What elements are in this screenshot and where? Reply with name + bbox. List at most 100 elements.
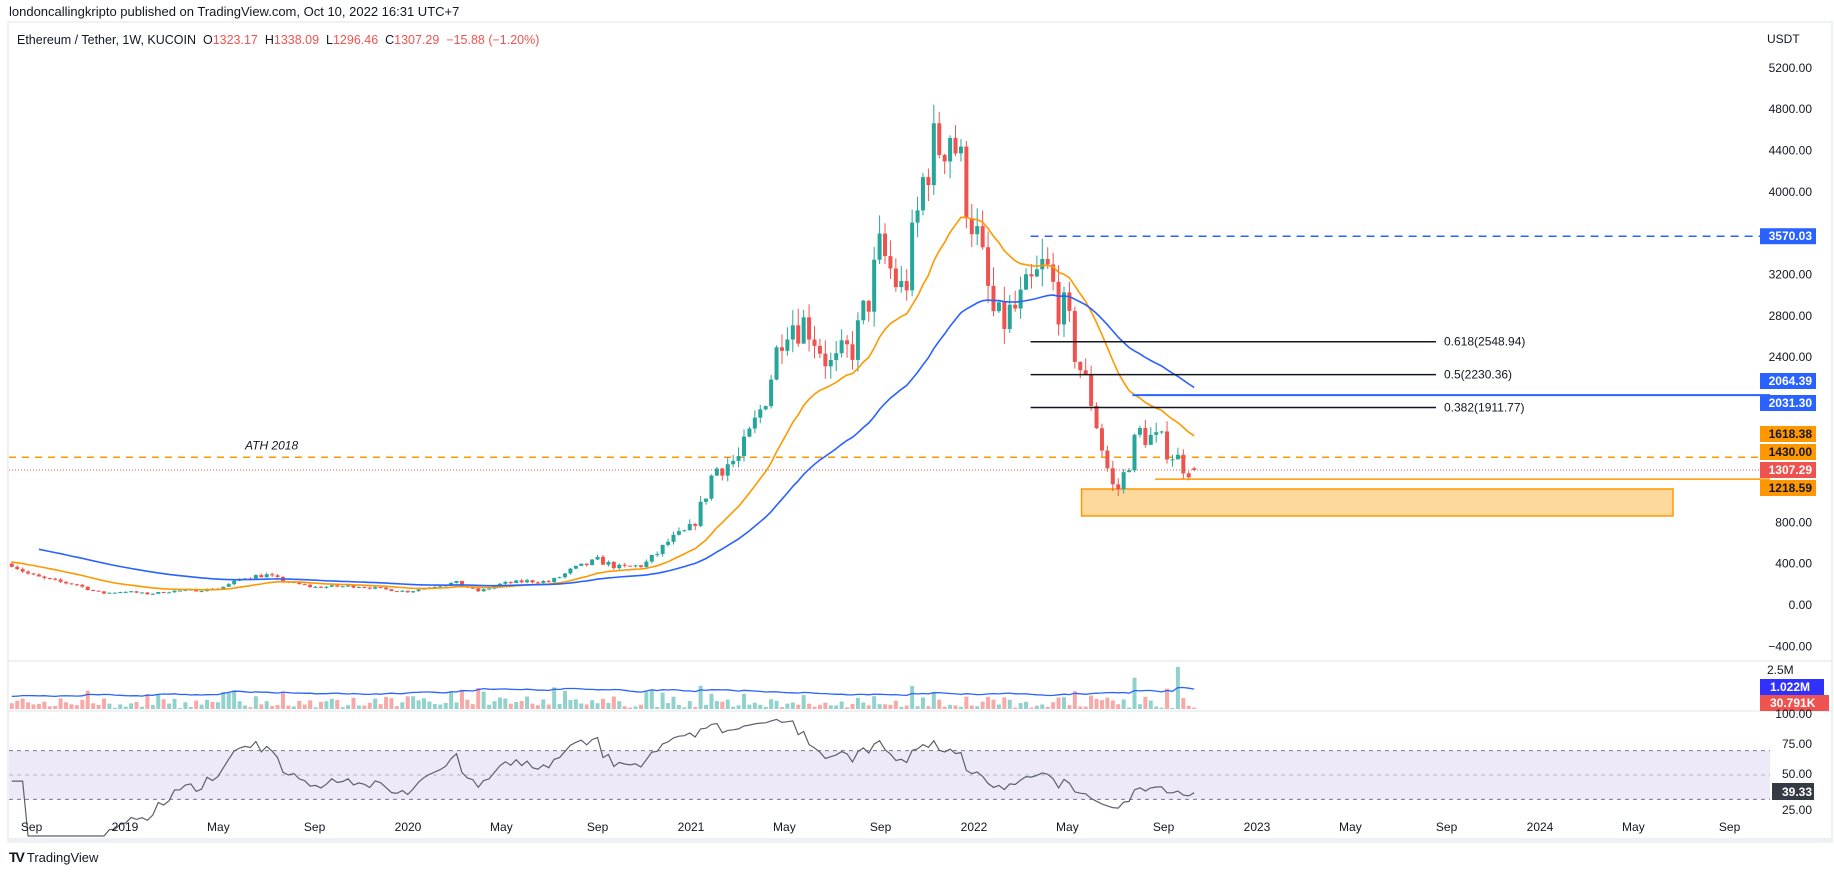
volume-bar (861, 702, 866, 709)
volume-bar (36, 704, 41, 709)
candle-body (335, 585, 340, 587)
candle-body (308, 584, 313, 588)
candle-body (519, 580, 524, 583)
candle (1067, 281, 1072, 322)
volume-bar (1034, 705, 1039, 709)
candle-body (340, 586, 345, 588)
candle (525, 578, 530, 584)
candle (861, 299, 866, 325)
candle-body (872, 259, 877, 312)
volume-bar (948, 704, 953, 709)
candle-body (996, 302, 1001, 312)
candle-body (861, 300, 866, 321)
volume-bar (790, 702, 795, 709)
candle (389, 589, 394, 592)
candle-body (877, 233, 882, 260)
candle (80, 583, 85, 588)
ma-fast-line[interactable] (11, 216, 1195, 591)
candle-body (150, 593, 155, 595)
volume-bar (487, 704, 492, 709)
candle-body (953, 137, 958, 154)
volume-bar (69, 704, 74, 709)
candle (812, 325, 817, 359)
candle (725, 457, 730, 482)
candle-body (1132, 434, 1137, 471)
candle (693, 522, 698, 531)
candle-body (563, 573, 568, 578)
candle (763, 405, 768, 411)
bottom-scrollbar[interactable] (8, 838, 1832, 842)
candle-body (1192, 468, 1197, 470)
candle-body (904, 281, 909, 291)
volume-bar (1148, 700, 1153, 709)
symbol-name[interactable]: Ethereum / Tether, 1W, KUCOIN (17, 33, 197, 47)
candle (660, 544, 665, 557)
time-tick: 2022 (961, 820, 988, 834)
demand-zone-box[interactable] (1080, 488, 1674, 517)
candle-body (64, 581, 69, 584)
volume-bar (356, 705, 361, 709)
candle (1116, 478, 1121, 497)
volume-bar (834, 705, 839, 709)
volume-bar (156, 693, 161, 709)
candle-body (1127, 470, 1132, 473)
candle (948, 135, 953, 179)
volume-bar (1056, 697, 1061, 709)
tradingview-logo[interactable]: TV TradingView (9, 849, 98, 865)
candle (747, 426, 752, 438)
candle (731, 454, 736, 468)
volume-bar (80, 699, 85, 709)
volume-bar (986, 696, 991, 709)
volume-bar (579, 703, 584, 709)
volume-bar (628, 707, 633, 709)
volume-bar (546, 704, 551, 709)
candle-body (1034, 269, 1039, 277)
candle-body (177, 590, 182, 592)
volume-bar (91, 703, 96, 709)
candle-body (1181, 454, 1186, 474)
volume-ma-label: 1.022M (1760, 679, 1824, 695)
volume-bar (205, 699, 210, 709)
candle-body (541, 581, 546, 583)
volume-bar (64, 702, 69, 709)
candle-body (1148, 434, 1153, 445)
time-tick: May (1056, 820, 1079, 834)
candle (1159, 430, 1164, 435)
candle-body (1099, 428, 1104, 451)
price-label-bg (1760, 228, 1816, 245)
candle-body (1105, 450, 1110, 469)
candle (546, 579, 551, 583)
candle-body (910, 222, 915, 291)
volume-bar (31, 704, 36, 709)
volume-bar (438, 704, 443, 709)
volume-bar (514, 701, 519, 709)
volume-bar (975, 706, 980, 709)
volume-bar (872, 696, 877, 709)
price-label-1618-38: 1618.38 (1760, 426, 1816, 442)
candle (883, 223, 888, 265)
volume-bar (427, 701, 432, 709)
candle-body (1089, 374, 1094, 406)
candle (324, 586, 329, 589)
price-tick: 4800.00 (1769, 102, 1813, 116)
candle (964, 141, 969, 229)
candle-body (850, 344, 855, 360)
candle-body (964, 146, 969, 219)
volume-bar (259, 704, 264, 709)
candle (823, 340, 828, 379)
candle-body (785, 339, 790, 351)
candle-body (649, 554, 654, 562)
candle-body (525, 580, 530, 583)
candle-body (459, 580, 464, 586)
candle-body (666, 541, 671, 545)
volume-bar (243, 705, 248, 709)
candle-body (779, 347, 784, 351)
volume-bar (617, 701, 622, 709)
candle (400, 590, 405, 592)
candle (356, 586, 361, 589)
candle-body (1067, 292, 1072, 311)
ma-slow-line[interactable] (38, 294, 1195, 587)
rsi-tick: 75.00 (1782, 737, 1812, 751)
time-tick: Sep (870, 820, 892, 834)
